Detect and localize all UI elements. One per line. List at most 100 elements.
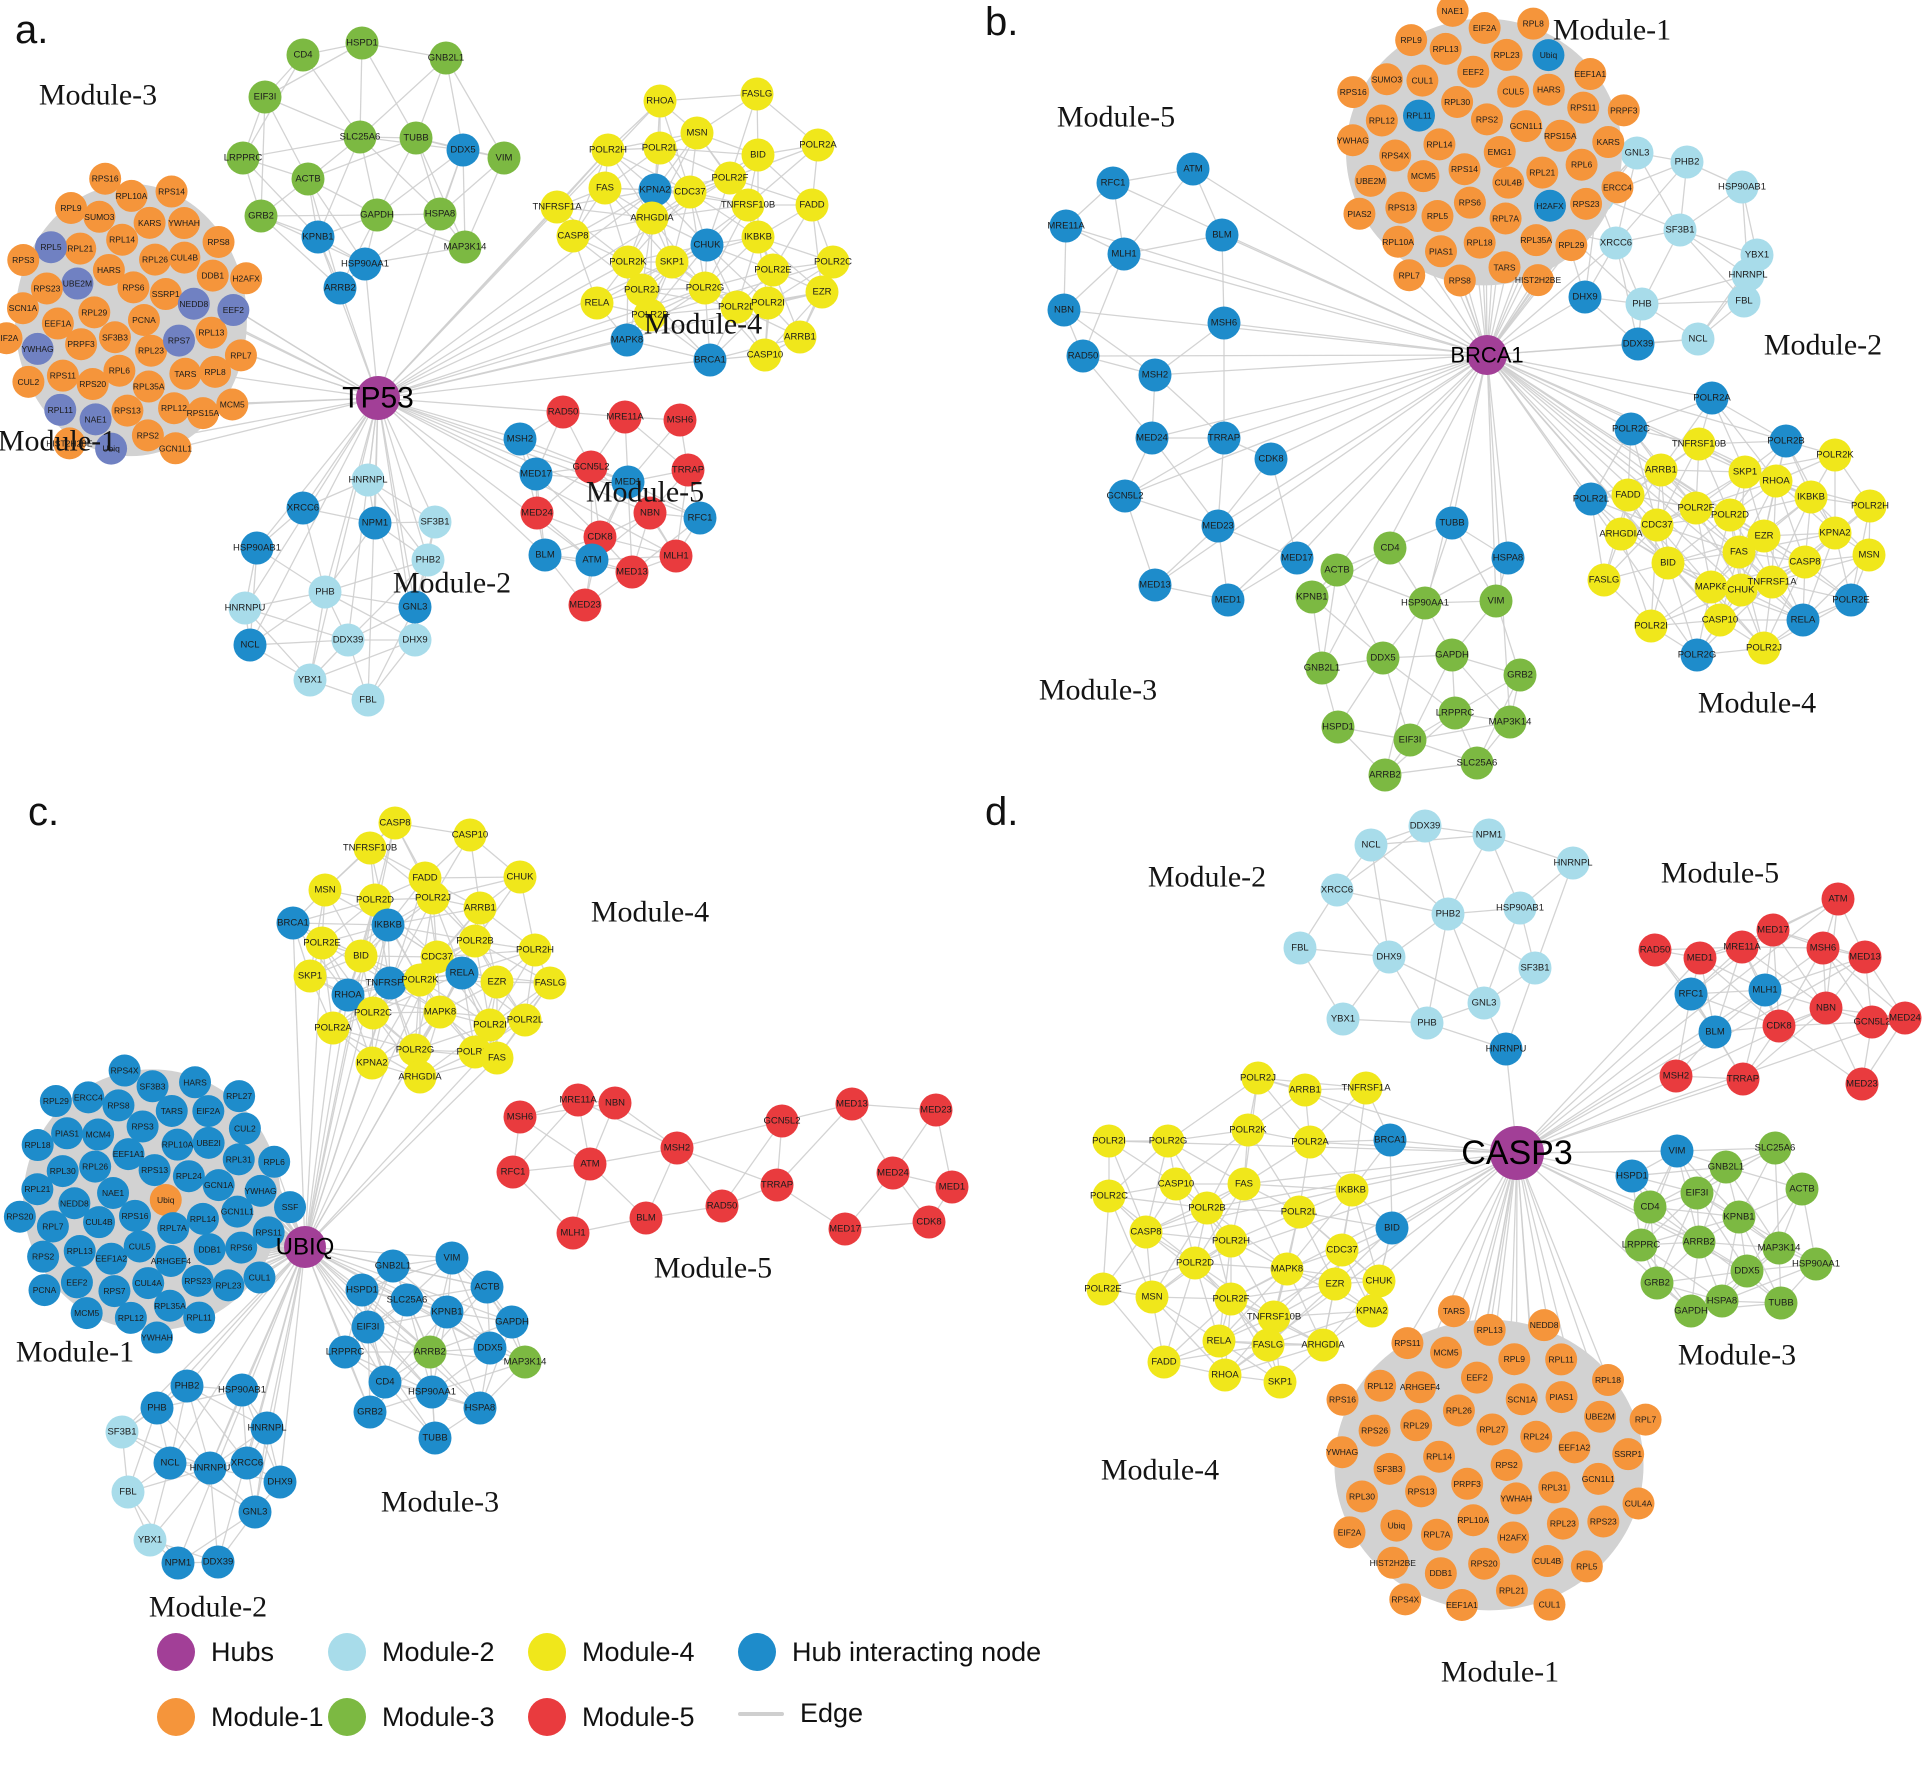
gene-node[interactable]: [1660, 1134, 1694, 1168]
gene-node[interactable]: [556, 1216, 590, 1250]
gene-node[interactable]: [561, 1083, 595, 1117]
gene-node[interactable]: [1614, 412, 1648, 446]
gene-node[interactable]: [1505, 1383, 1538, 1416]
gene-node[interactable]: [305, 926, 339, 960]
gene-node[interactable]: [1354, 164, 1387, 197]
gene-node[interactable]: [783, 320, 817, 354]
gene-node[interactable]: [615, 555, 649, 589]
gene-node[interactable]: [222, 1143, 255, 1176]
gene-node[interactable]: [580, 286, 614, 320]
gene-node[interactable]: [353, 1395, 387, 1429]
gene-node[interactable]: [223, 1080, 256, 1113]
gene-node[interactable]: [1759, 464, 1793, 498]
gene-node[interactable]: [98, 321, 131, 354]
gene-node[interactable]: [114, 1301, 147, 1334]
gene-node[interactable]: [411, 543, 445, 577]
gene-node[interactable]: [1373, 1452, 1406, 1485]
gene-node[interactable]: [1372, 940, 1406, 974]
gene-node[interactable]: [1306, 1328, 1340, 1362]
gene-node[interactable]: [181, 1264, 214, 1297]
gene-node[interactable]: [133, 206, 166, 239]
gene-node[interactable]: [1423, 1440, 1456, 1473]
gene-node[interactable]: [1546, 1507, 1579, 1540]
gene-node[interactable]: [1489, 202, 1522, 235]
gene-node[interactable]: [1799, 1247, 1833, 1281]
gene-node[interactable]: [1092, 1124, 1126, 1158]
gene-node[interactable]: [413, 1335, 447, 1369]
gene-node[interactable]: [1354, 828, 1388, 862]
gene-node[interactable]: [1406, 64, 1439, 97]
hub-node[interactable]: [284, 1226, 326, 1268]
gene-node[interactable]: [233, 628, 267, 662]
gene-node[interactable]: [1520, 1420, 1553, 1453]
gene-node[interactable]: [1621, 327, 1655, 361]
gene-node[interactable]: [1092, 1179, 1126, 1213]
gene-node[interactable]: [169, 357, 202, 390]
gene-node[interactable]: [1518, 951, 1552, 985]
gene-node[interactable]: [680, 116, 714, 150]
gene-node[interactable]: [76, 368, 109, 401]
gene-node[interactable]: [155, 175, 188, 208]
gene-node[interactable]: [132, 370, 165, 403]
gene-node[interactable]: [111, 1475, 145, 1509]
gene-node[interactable]: [1138, 358, 1172, 392]
gene-node[interactable]: [230, 1446, 264, 1480]
gene-node[interactable]: [1421, 199, 1454, 232]
gene-node[interactable]: [1468, 12, 1501, 45]
gene-node[interactable]: [1638, 933, 1672, 967]
gene-node[interactable]: [1762, 1009, 1796, 1043]
gene-node[interactable]: [503, 860, 537, 894]
gene-node[interactable]: [1722, 1200, 1756, 1234]
gene-node[interactable]: [46, 1155, 79, 1188]
gene-node[interactable]: [741, 220, 775, 254]
gene-node[interactable]: [1528, 1309, 1561, 1342]
gene-node[interactable]: [1107, 237, 1141, 271]
gene-node[interactable]: [1282, 1195, 1316, 1229]
gene-node[interactable]: [351, 683, 385, 717]
gene-node[interactable]: [1601, 171, 1634, 204]
gene-node[interactable]: [430, 1295, 464, 1329]
gene-node[interactable]: [139, 243, 172, 276]
gene-node[interactable]: [480, 965, 514, 999]
gene-node[interactable]: [1178, 1246, 1212, 1280]
gene-node[interactable]: [7, 244, 40, 277]
gene-node[interactable]: [1400, 1409, 1433, 1442]
gene-node[interactable]: [1211, 583, 1245, 617]
gene-node[interactable]: [659, 539, 693, 573]
gene-node[interactable]: [423, 995, 457, 1029]
gene-node[interactable]: [663, 403, 697, 437]
gene-node[interactable]: [446, 133, 480, 167]
gene-node[interactable]: [1231, 1113, 1265, 1147]
gene-node[interactable]: [1373, 531, 1407, 565]
gene-node[interactable]: [1129, 1215, 1163, 1249]
gene-node[interactable]: [1320, 873, 1354, 907]
gene-node[interactable]: [1567, 91, 1600, 124]
gene-node[interactable]: [935, 1170, 969, 1204]
gene-node[interactable]: [1241, 1061, 1275, 1095]
gene-node[interactable]: [248, 80, 282, 114]
gene-node[interactable]: [610, 323, 644, 357]
gene-node[interactable]: [1437, 1295, 1470, 1328]
gene-node[interactable]: [435, 1241, 469, 1275]
gene-node[interactable]: [291, 162, 325, 196]
gene-node[interactable]: [118, 1199, 151, 1232]
gene-node[interactable]: [1565, 148, 1598, 181]
gene-node[interactable]: [1680, 638, 1714, 672]
gene-node[interactable]: [1663, 213, 1697, 247]
gene-node[interactable]: [1533, 1588, 1566, 1621]
gene-node[interactable]: [1382, 225, 1415, 258]
gene-node[interactable]: [1445, 1588, 1478, 1621]
gene-node[interactable]: [286, 38, 320, 72]
gene-node[interactable]: [1556, 846, 1590, 880]
gene-node[interactable]: [1366, 641, 1400, 675]
gene-node[interactable]: [216, 388, 249, 421]
gene-node[interactable]: [1503, 891, 1537, 925]
gene-node[interactable]: [244, 199, 278, 233]
gene-node[interactable]: [1612, 1438, 1645, 1471]
gene-node[interactable]: [1788, 545, 1822, 579]
gene-node[interactable]: [503, 422, 537, 456]
gene-node[interactable]: [643, 131, 677, 165]
gene-node[interactable]: [1066, 339, 1100, 373]
gene-node[interactable]: [1834, 583, 1868, 617]
gene-node[interactable]: [1214, 1282, 1248, 1316]
